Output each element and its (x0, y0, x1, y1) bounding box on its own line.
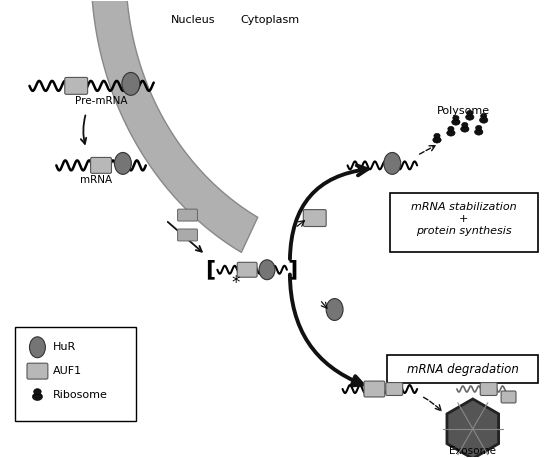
Ellipse shape (114, 153, 131, 174)
FancyBboxPatch shape (91, 158, 112, 173)
FancyBboxPatch shape (15, 327, 136, 421)
Ellipse shape (122, 72, 140, 95)
Polygon shape (91, 0, 258, 252)
Ellipse shape (452, 119, 460, 125)
Text: +: + (459, 214, 468, 224)
Ellipse shape (34, 389, 41, 394)
Ellipse shape (475, 125, 482, 130)
Text: Polysome: Polysome (437, 106, 490, 116)
Text: Nucleus: Nucleus (171, 15, 216, 25)
Text: Cytoplasm: Cytoplasm (240, 15, 300, 25)
Text: Pre-mRNA: Pre-mRNA (75, 96, 127, 106)
Ellipse shape (461, 126, 469, 132)
Text: Exosome: Exosome (449, 446, 496, 456)
FancyBboxPatch shape (65, 77, 88, 94)
Ellipse shape (32, 393, 42, 400)
Ellipse shape (447, 130, 455, 136)
Text: mRNA degradation: mRNA degradation (407, 363, 519, 376)
Text: *: * (231, 273, 239, 292)
Ellipse shape (462, 122, 468, 127)
Ellipse shape (433, 137, 441, 143)
FancyBboxPatch shape (386, 382, 403, 396)
Ellipse shape (479, 117, 488, 123)
Ellipse shape (474, 129, 483, 135)
Ellipse shape (448, 126, 454, 131)
FancyBboxPatch shape (177, 229, 197, 241)
Text: AUF1: AUF1 (53, 366, 83, 376)
Text: ]: ] (288, 260, 298, 280)
Ellipse shape (480, 114, 487, 118)
Text: Ribosome: Ribosome (53, 390, 108, 400)
Ellipse shape (467, 110, 473, 115)
Text: mRNA stabilization: mRNA stabilization (411, 202, 517, 212)
FancyBboxPatch shape (237, 262, 257, 277)
Text: mRNA: mRNA (80, 175, 112, 185)
Ellipse shape (384, 153, 401, 174)
Ellipse shape (434, 133, 440, 138)
FancyBboxPatch shape (390, 193, 539, 252)
FancyBboxPatch shape (27, 363, 48, 379)
FancyBboxPatch shape (304, 210, 326, 227)
FancyBboxPatch shape (387, 355, 539, 383)
Text: protein synthesis: protein synthesis (416, 226, 512, 236)
FancyBboxPatch shape (364, 381, 385, 397)
FancyBboxPatch shape (480, 382, 497, 396)
FancyBboxPatch shape (501, 391, 516, 403)
Ellipse shape (29, 337, 45, 358)
Ellipse shape (453, 115, 459, 120)
FancyBboxPatch shape (177, 209, 197, 221)
Ellipse shape (326, 299, 343, 321)
Text: [: [ (205, 260, 215, 280)
Ellipse shape (466, 114, 474, 120)
Text: HuR: HuR (53, 342, 77, 352)
Ellipse shape (259, 260, 275, 280)
